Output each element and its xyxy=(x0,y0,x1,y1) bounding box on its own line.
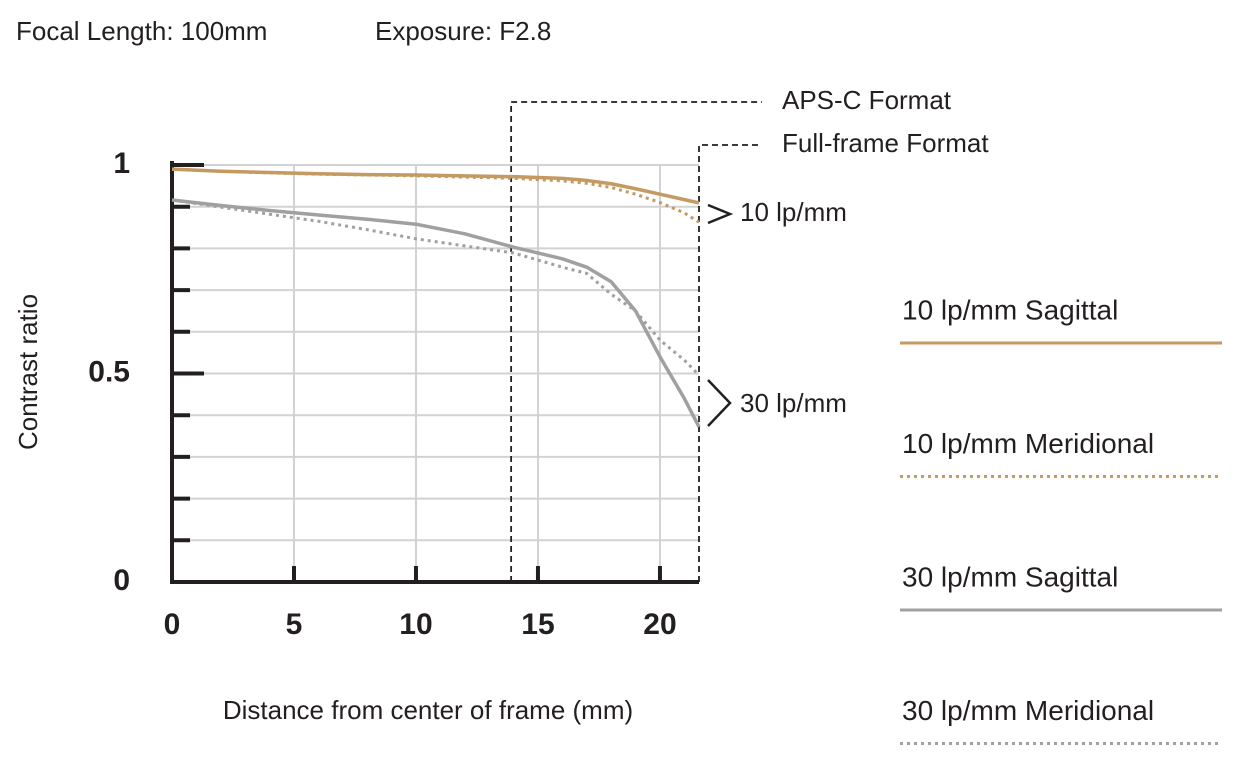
series-line xyxy=(171,198,701,428)
annotation: 30 lp/mm xyxy=(740,388,847,418)
x-tick-label: 15 xyxy=(521,608,554,641)
y-tick-label: 0.5 xyxy=(88,355,130,388)
bracket-10 xyxy=(707,203,734,225)
annotation: 10 lp/mm xyxy=(740,197,847,227)
y-tick-label: 1 xyxy=(113,147,130,180)
x-tick-label: 10 xyxy=(399,608,432,641)
x-tick-label: 0 xyxy=(164,608,181,641)
title-exposure: Exposure: F2.8 xyxy=(375,16,551,46)
format-marker xyxy=(698,144,762,582)
bracket-30 xyxy=(707,379,732,427)
series-line xyxy=(171,167,700,205)
x-axis-label: Distance from center of frame (mm) xyxy=(223,695,633,725)
legend-label: 30 lp/mm Meridional xyxy=(902,695,1154,726)
format-label: Full-frame Format xyxy=(782,128,989,158)
series-line xyxy=(171,167,700,224)
title-focal: Focal Length: 100mm xyxy=(16,16,267,46)
x-tick-label: 5 xyxy=(286,608,303,641)
x-tick-label: 20 xyxy=(643,608,676,641)
legend-label: 10 lp/mm Meridional xyxy=(902,428,1154,459)
format-label: APS-C Format xyxy=(782,85,952,115)
legend-label: 30 lp/mm Sagittal xyxy=(902,561,1118,592)
y-tick-label: 0 xyxy=(113,564,130,597)
y-axis-label: Contrast ratio xyxy=(13,294,43,450)
series-line xyxy=(171,198,701,377)
format-marker xyxy=(510,101,762,582)
legend-label: 10 lp/mm Sagittal xyxy=(902,294,1118,325)
